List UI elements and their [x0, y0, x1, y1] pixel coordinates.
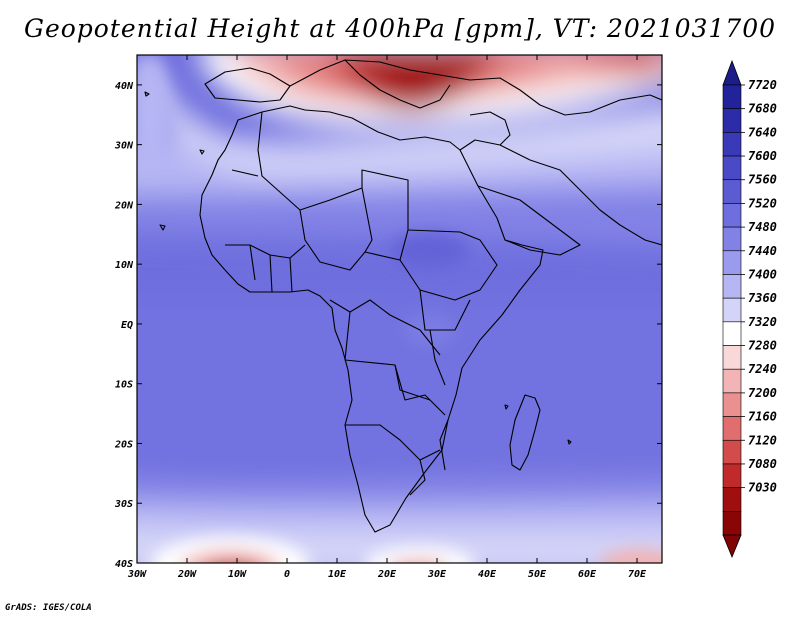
lon-tick-label: 50E [528, 569, 547, 580]
colorbar-swatch [722, 84, 742, 109]
lat-tick-label: 10S [115, 380, 133, 391]
colorbar-label: 7440 [748, 244, 777, 258]
colorbar-label: 7600 [748, 149, 777, 163]
colorbar-label: 7030 [748, 481, 777, 495]
footer-credit: GrADS: IGES/COLA [5, 603, 92, 613]
colorbar-swatch [722, 345, 742, 370]
colorbar-label: 7120 [748, 433, 777, 447]
lon-tick-label: 40E [478, 569, 497, 580]
colorbar-label: 7640 [748, 125, 777, 139]
lon-tick-label: 0 [284, 569, 290, 580]
colorbar-swatch [722, 416, 742, 441]
colorbar-label: 7680 [748, 102, 777, 116]
lat-tick-label: EQ [121, 320, 133, 331]
lon-tick-label: 20E [377, 569, 397, 580]
colorbar-swatch [722, 297, 742, 323]
coastline [144, 59, 662, 533]
colorbar-label: 7200 [748, 386, 777, 400]
colorbar-label: 7480 [748, 220, 777, 234]
lon-tick-label: 30W [127, 569, 147, 580]
colorbar-label: 7520 [748, 196, 777, 210]
colorbar: 7720 7680 7640 7600 7560 7520 7480 7440 7400 7360… [722, 59, 777, 559]
height-field [137, 55, 662, 563]
map-frame [136, 54, 663, 564]
colorbar-swatch [722, 511, 742, 536]
colorbar-label: 7240 [748, 362, 777, 376]
latitude-axis: 40N 30N 20N 10N EQ 10S 20S 30S 40S [114, 81, 662, 570]
colorbar-swatch [722, 250, 742, 275]
colorbar-swatch [722, 392, 742, 417]
lon-tick-label: 20W [177, 569, 197, 580]
colorbar-swatch [722, 155, 742, 181]
colorbar-swatch [722, 108, 742, 133]
lat-tick-label: 20S [114, 439, 133, 450]
lat-tick-label: 30N [114, 141, 134, 152]
lat-tick-label: 20N [114, 200, 134, 211]
lat-tick-label: 40N [115, 81, 134, 92]
colorbar-swatch [722, 132, 742, 157]
colorbar-label: 7400 [748, 267, 777, 281]
colorbar-swatch [722, 274, 742, 299]
lon-tick-label: 30E [427, 569, 447, 580]
colorbar-swatch [722, 203, 742, 228]
colorbar-swatch [722, 226, 742, 252]
map-title: Geopotential Height at 400hPa [gpm], VT:… [23, 14, 777, 43]
longitude-axis: 30W 20W 10W 0 10E 20E 30E 40E 50E 60E 70E [127, 55, 647, 580]
lon-tick-label: 10W [228, 569, 247, 580]
colorbar-label: 7560 [748, 173, 777, 187]
lon-tick-label: 70E [628, 569, 647, 580]
colorbar-label: 7720 [748, 78, 777, 92]
lon-tick-label: 10E [328, 569, 347, 580]
colorbar-swatch [722, 321, 742, 346]
colorbar-label: 7280 [748, 339, 777, 353]
colorbar-label: 7160 [748, 410, 777, 424]
colorbar-swatch [722, 368, 742, 394]
colorbar-label: 7320 [748, 315, 777, 329]
colorbar-swatch [722, 463, 742, 488]
lat-tick-label: 40S [115, 559, 133, 570]
colorbar-label: 7360 [748, 291, 777, 305]
lon-tick-label: 60E [578, 569, 597, 580]
colorbar-top-triangle [722, 59, 742, 86]
lat-tick-label: 10N [115, 260, 134, 271]
colorbar-label: 7080 [748, 457, 777, 471]
colorbar-swatch [722, 487, 742, 512]
colorbar-swatch [722, 439, 742, 465]
colorbar-bottom-triangle [722, 534, 742, 559]
colorbar-swatch [722, 179, 742, 204]
lat-tick-label: 30S [114, 499, 133, 510]
